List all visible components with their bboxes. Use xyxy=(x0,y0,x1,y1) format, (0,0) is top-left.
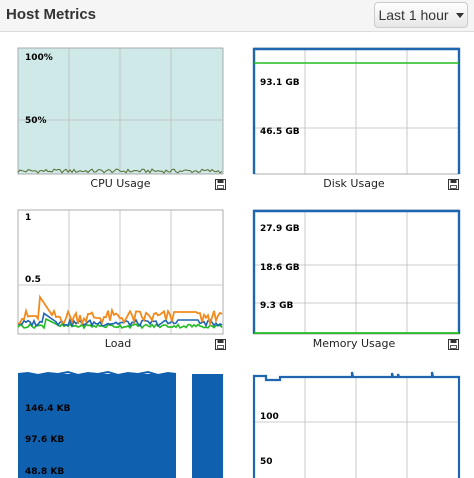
memory-total-line xyxy=(252,209,461,334)
disk-tick-46: 46.5 GB xyxy=(260,127,300,137)
memory-tick-27: 27.9 GB xyxy=(260,224,300,234)
disk-total-line xyxy=(252,47,461,174)
processes-tick-100: 100 xyxy=(260,412,279,422)
caret-down-icon xyxy=(455,12,464,18)
disk-caption: Disk Usage xyxy=(323,177,385,190)
load-caption: Load xyxy=(104,337,132,350)
time-range-dropdown[interactable]: Last 1 hour xyxy=(374,2,468,28)
memory-plot-area xyxy=(253,209,460,335)
load-tick-1: 1 xyxy=(25,213,31,223)
memory-caption: Memory Usage xyxy=(312,337,396,350)
cpu-tick-50: 50% xyxy=(25,116,47,126)
memory-tick-18: 18.6 GB xyxy=(260,263,300,273)
load-plot-area xyxy=(17,209,224,335)
time-range-label: Last 1 hour xyxy=(378,7,449,23)
cpu-tick-100: 100% xyxy=(25,53,53,63)
processes-chart: 100 50 xyxy=(252,370,464,478)
disk-usage-chart: 93.1 GB 46.5 GB Disk Usage xyxy=(252,46,464,194)
load-tick-05: 0.5 xyxy=(25,275,41,285)
disk-tick-93: 93.1 GB xyxy=(260,78,300,88)
processes-tick-50: 50 xyxy=(260,457,273,467)
load-series-blue xyxy=(17,312,223,328)
panel-title: Host Metrics xyxy=(6,6,97,23)
processes-plot-area xyxy=(254,372,459,478)
floppy-disk-icon[interactable] xyxy=(215,339,226,350)
load-series-green xyxy=(17,317,223,330)
network-tick-146: 146.4 KB xyxy=(25,404,71,414)
network-tick-97: 97.6 KB xyxy=(25,435,64,445)
network-tick-48: 48.8 KB xyxy=(25,467,64,477)
panel-header: Host Metrics Last 1 hour xyxy=(0,0,474,32)
memory-tick-9: 9.3 GB xyxy=(260,301,293,311)
disk-plot-area xyxy=(253,47,460,175)
floppy-disk-icon[interactable] xyxy=(448,179,459,190)
memory-usage-chart: 27.9 GB 18.6 GB 9.3 GB Memory Usage xyxy=(252,208,464,356)
processes-series-line xyxy=(252,371,461,478)
cpu-plot-area xyxy=(17,47,224,175)
floppy-disk-icon[interactable] xyxy=(448,339,459,350)
load-series-orange xyxy=(17,294,223,328)
network-block-2 xyxy=(192,374,223,478)
cpu-caption: CPU Usage xyxy=(90,177,151,190)
cpu-usage-chart: 100% 50% CPU Usage xyxy=(17,46,228,194)
cpu-series-line xyxy=(17,168,223,174)
load-chart: 1 0.5 Load xyxy=(17,208,228,356)
network-chart: 146.4 KB 97.6 KB 48.8 KB xyxy=(17,370,228,478)
floppy-disk-icon[interactable] xyxy=(215,179,226,190)
network-block-1 xyxy=(18,374,176,478)
